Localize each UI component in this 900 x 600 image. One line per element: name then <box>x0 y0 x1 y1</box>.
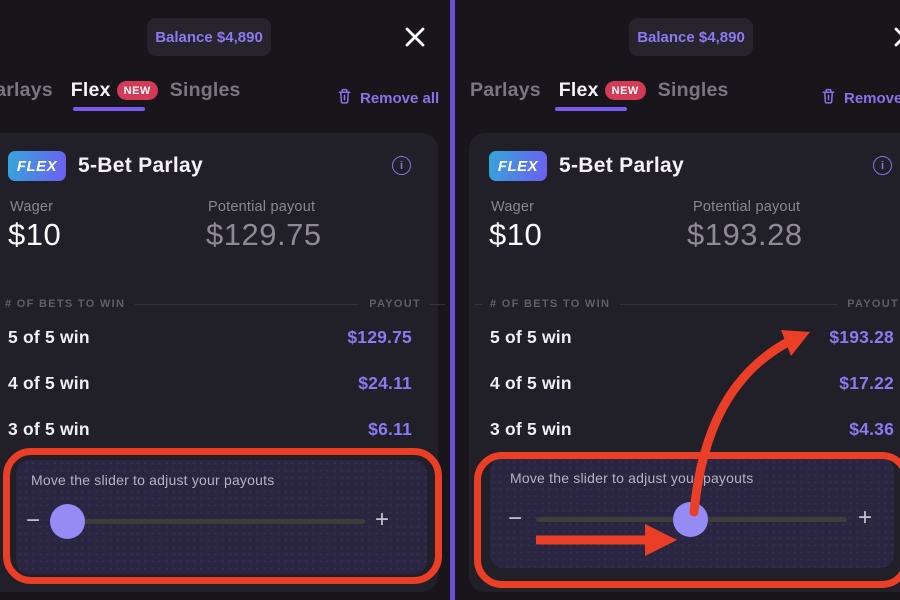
tab-flex[interactable]: Flex <box>70 78 111 101</box>
remove-all-button[interactable]: Remove all <box>821 87 900 109</box>
payout-cell: $17.22 <box>839 373 894 393</box>
wager-value: $10 <box>8 217 62 252</box>
header-divider-line <box>620 303 838 305</box>
bets-to-win-column-header: # OF BETS TO WIN <box>5 298 126 310</box>
bets-to-win-cell: 5 of 5 win <box>490 327 572 347</box>
header-divider-line <box>429 303 445 305</box>
payout-column-header: PAYOUT <box>369 298 421 310</box>
active-tab-underline <box>555 107 627 111</box>
payout-table-header: # OF BETS TO WIN PAYOUT <box>475 298 899 310</box>
wager-value: $10 <box>489 217 543 252</box>
bets-to-win-cell: 5 of 5 win <box>8 327 90 347</box>
payout-cell: $4.36 <box>849 419 894 439</box>
payout-cell: $24.11 <box>358 373 412 393</box>
new-badge: NEW <box>604 80 646 100</box>
bets-to-win-cell: 3 of 5 win <box>490 419 572 439</box>
table-row: 4 of 5 win $24.11 <box>8 373 412 394</box>
slider-decrease-button[interactable]: − <box>508 505 523 532</box>
card-title: 5-Bet Parlay <box>559 154 684 177</box>
tab-singles[interactable]: Singles <box>169 78 241 101</box>
slider-track[interactable] <box>55 519 365 524</box>
close-icon[interactable] <box>402 24 428 50</box>
tab-singles[interactable]: Singles <box>657 78 729 101</box>
slider-hint-text: Move the slider to adjust your payouts <box>510 470 754 486</box>
remove-all-label: Remove all <box>360 89 440 107</box>
potential-payout-value: $193.28 <box>687 217 803 252</box>
payout-cell: $129.75 <box>347 327 412 347</box>
payout-table-header: # OF BETS TO WIN PAYOUT <box>5 298 445 310</box>
close-icon[interactable] <box>891 24 900 50</box>
trash-icon <box>337 87 352 109</box>
table-row: 4 of 5 win $17.22 <box>490 373 894 394</box>
table-row: 3 of 5 win $4.36 <box>490 419 894 440</box>
slider-thumb[interactable] <box>673 502 708 537</box>
table-row: 5 of 5 win $129.75 <box>8 327 412 348</box>
slider-decrease-button[interactable]: − <box>26 507 41 534</box>
balance-button[interactable]: Balance $4,890 <box>147 18 271 56</box>
payout-cell: $6.11 <box>368 419 412 439</box>
flex-badge: FLEX <box>489 151 547 181</box>
info-icon[interactable]: i <box>873 156 892 175</box>
betslip-tabs: Parlays Flex NEW Singles <box>0 76 241 104</box>
wager-label: Wager <box>10 199 54 215</box>
payout-column-header: PAYOUT <box>847 298 899 310</box>
bets-to-win-column-header: # OF BETS TO WIN <box>490 298 611 310</box>
wager-label: Wager <box>491 199 535 215</box>
card-title: 5-Bet Parlay <box>78 154 203 177</box>
panel-divider <box>450 0 455 600</box>
bets-to-win-cell: 4 of 5 win <box>8 373 90 393</box>
table-row: 5 of 5 win $193.28 <box>490 327 894 348</box>
potential-payout-label: Potential payout <box>208 199 316 215</box>
potential-payout-value: $129.75 <box>206 217 322 252</box>
betslip-panel-after: Balance $4,890 Parlays Flex NEW Singles … <box>455 0 900 600</box>
trash-icon <box>821 87 836 109</box>
betslip-tabs: Parlays Flex NEW Singles <box>470 76 729 104</box>
flex-badge: FLEX <box>8 151 66 181</box>
tab-flex[interactable]: Flex <box>558 78 599 101</box>
remove-all-label: Remove all <box>844 89 900 107</box>
balance-button[interactable]: Balance $4,890 <box>629 18 753 56</box>
header-divider-line <box>135 303 360 305</box>
header-divider-line <box>475 303 483 305</box>
bets-to-win-cell: 3 of 5 win <box>8 419 90 439</box>
new-badge: NEW <box>116 80 158 100</box>
info-icon[interactable]: i <box>392 156 411 175</box>
slider-increase-button[interactable]: + <box>375 506 390 533</box>
potential-payout-label: Potential payout <box>693 199 801 215</box>
bets-to-win-cell: 4 of 5 win <box>490 373 572 393</box>
slider-hint-text: Move the slider to adjust your payouts <box>31 472 275 488</box>
betslip-panel-before: Balance $4,890 Parlays Flex NEW Singles … <box>0 18 445 592</box>
table-row: 3 of 5 win $6.11 <box>8 419 412 440</box>
slider-thumb[interactable] <box>50 504 85 539</box>
tab-parlays[interactable]: Parlays <box>470 78 541 101</box>
active-tab-underline <box>73 107 145 111</box>
remove-all-button[interactable]: Remove all <box>337 87 439 109</box>
tab-parlays[interactable]: Parlays <box>0 78 53 101</box>
payout-cell: $193.28 <box>829 327 894 347</box>
slider-increase-button[interactable]: + <box>858 504 873 531</box>
